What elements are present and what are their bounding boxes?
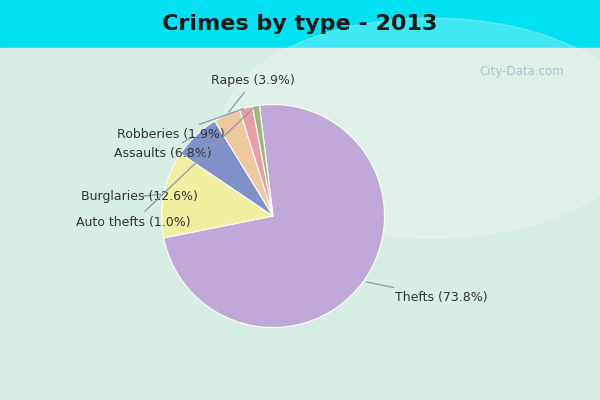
Text: Assaults (6.8%): Assaults (6.8%)	[114, 137, 211, 160]
Wedge shape	[164, 104, 385, 328]
Text: Crimes by type - 2013: Crimes by type - 2013	[163, 14, 437, 34]
Wedge shape	[161, 154, 273, 238]
Text: Rapes (3.9%): Rapes (3.9%)	[211, 74, 295, 112]
Text: Auto thefts (1.0%): Auto thefts (1.0%)	[76, 108, 254, 229]
Text: City-Data.com: City-Data.com	[479, 66, 565, 78]
Wedge shape	[239, 106, 273, 216]
Ellipse shape	[222, 18, 600, 238]
Wedge shape	[181, 121, 273, 216]
Text: Robberies (1.9%): Robberies (1.9%)	[117, 109, 244, 141]
Wedge shape	[215, 110, 273, 216]
Text: Burglaries (12.6%): Burglaries (12.6%)	[82, 190, 198, 203]
Wedge shape	[253, 105, 273, 216]
Text: Thefts (73.8%): Thefts (73.8%)	[366, 282, 488, 304]
